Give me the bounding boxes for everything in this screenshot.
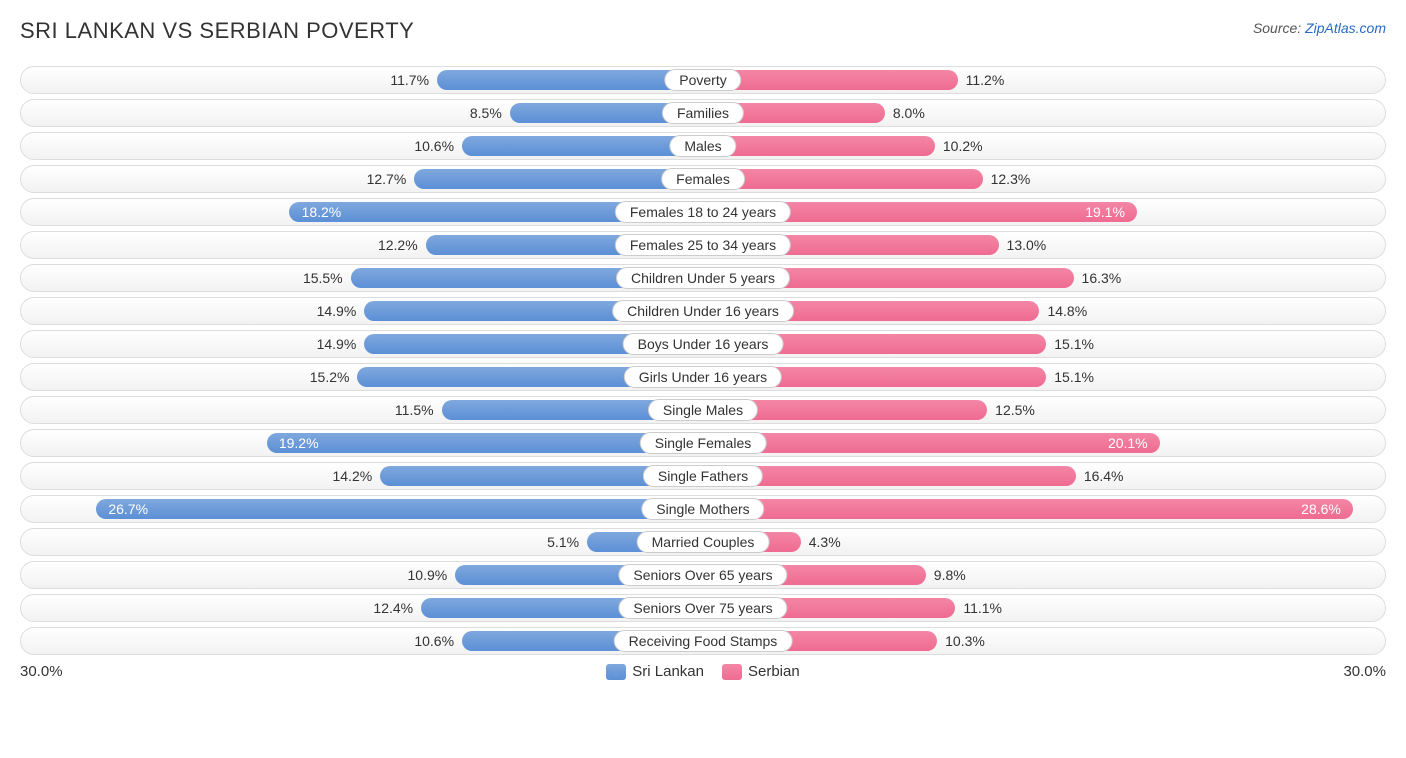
bar-left [267, 433, 703, 453]
chart-row: 10.6% 10.3% Receiving Food Stamps [20, 627, 1386, 655]
value-right: 13.0% [1007, 237, 1047, 253]
chart-footer: 30.0% Sri Lankan Serbian 30.0% [20, 663, 1386, 680]
chart-row: 15.2% 15.1% Girls Under 16 years [20, 363, 1386, 391]
value-left: 14.9% [317, 303, 357, 319]
chart-row: 12.7% 12.3% Females [20, 165, 1386, 193]
bar-left [462, 136, 703, 156]
category-label: Families [662, 102, 744, 124]
value-left: 10.6% [414, 633, 454, 649]
category-label: Females [661, 168, 745, 190]
value-left: 14.9% [317, 336, 357, 352]
value-right: 16.4% [1084, 468, 1124, 484]
legend-label-right: Serbian [748, 663, 800, 680]
category-label: Boys Under 16 years [623, 333, 784, 355]
value-left: 11.5% [395, 402, 434, 418]
axis-left-max: 30.0% [20, 663, 63, 680]
bar-right [703, 136, 935, 156]
value-right: 15.1% [1054, 336, 1094, 352]
value-left: 12.4% [373, 600, 413, 616]
value-right: 11.1% [963, 600, 1002, 616]
value-left: 12.7% [367, 171, 407, 187]
category-label: Poverty [664, 69, 741, 91]
value-left: 11.7% [390, 72, 429, 88]
chart-header: SRI LANKAN VS SERBIAN POVERTY Source: Zi… [20, 18, 1386, 44]
category-label: Females 25 to 34 years [615, 234, 791, 256]
value-right: 9.8% [934, 567, 966, 583]
diverging-bar-chart: 11.7%11.2%Poverty8.5%8.0%Families10.6%10… [20, 66, 1386, 655]
chart-row: 14.9% 15.1% Boys Under 16 years [20, 330, 1386, 358]
chart-row: 10.6% 10.2% Males [20, 132, 1386, 160]
chart-row: 10.9% 9.8% Seniors Over 65 years [20, 561, 1386, 589]
legend-swatch-right [722, 664, 742, 680]
value-left: 10.9% [408, 567, 448, 583]
value-right: 28.6% [1301, 501, 1341, 517]
value-right: 4.3% [809, 534, 841, 550]
chart-row: 11.7% 11.2% Poverty [20, 66, 1386, 94]
value-left: 19.2% [279, 435, 319, 451]
legend-item-left: Sri Lankan [606, 663, 704, 680]
category-label: Single Fathers [643, 465, 763, 487]
chart-legend: Sri Lankan Serbian [606, 663, 799, 680]
value-left: 5.1% [547, 534, 579, 550]
legend-swatch-left [606, 664, 626, 680]
value-right: 20.1% [1108, 435, 1148, 451]
category-label: Receiving Food Stamps [614, 630, 793, 652]
category-label: Single Females [640, 432, 767, 454]
value-left: 15.5% [303, 270, 343, 286]
value-left: 18.2% [302, 204, 342, 220]
source-prefix: Source: [1253, 20, 1305, 36]
value-right: 12.3% [991, 171, 1031, 187]
category-label: Children Under 16 years [612, 300, 794, 322]
category-label: Single Males [648, 399, 758, 421]
chart-row: 26.7% 28.6% Single Mothers [20, 495, 1386, 523]
value-left: 10.6% [414, 138, 454, 154]
chart-row: 12.4% 11.1% Seniors Over 75 years [20, 594, 1386, 622]
value-right: 16.3% [1082, 270, 1122, 286]
category-label: Children Under 5 years [616, 267, 790, 289]
chart-source: Source: ZipAtlas.com [1253, 18, 1386, 36]
value-left: 14.2% [332, 468, 372, 484]
legend-item-right: Serbian [722, 663, 800, 680]
value-right: 10.3% [945, 633, 985, 649]
chart-row: 14.2% 16.4% Single Fathers [20, 462, 1386, 490]
chart-row: 11.5% 12.5% Single Males [20, 396, 1386, 424]
value-right: 12.5% [995, 402, 1035, 418]
legend-label-left: Sri Lankan [632, 663, 704, 680]
value-left: 12.2% [378, 237, 418, 253]
value-right: 15.1% [1054, 369, 1094, 385]
chart-title: SRI LANKAN VS SERBIAN POVERTY [20, 18, 414, 44]
value-right: 19.1% [1085, 204, 1125, 220]
source-link[interactable]: ZipAtlas.com [1305, 20, 1386, 36]
value-right: 10.2% [943, 138, 983, 154]
value-left: 26.7% [108, 501, 148, 517]
chart-row: 19.2% 20.1% Single Females [20, 429, 1386, 457]
category-label: Single Mothers [641, 498, 764, 520]
bar-right [703, 433, 1160, 453]
category-label: Females 18 to 24 years [615, 201, 791, 223]
chart-row: 14.9% 14.8% Children Under 16 years [20, 297, 1386, 325]
value-left: 8.5% [470, 105, 502, 121]
axis-right-max: 30.0% [1343, 663, 1386, 680]
value-right: 11.2% [966, 72, 1005, 88]
category-label: Married Couples [637, 531, 770, 553]
chart-row: 12.2% 13.0% Females 25 to 34 years [20, 231, 1386, 259]
bar-right [703, 499, 1353, 519]
bar-left [96, 499, 703, 519]
category-label: Males [669, 135, 736, 157]
chart-row: 5.1% 4.3% Married Couples [20, 528, 1386, 556]
chart-row: 15.5% 16.3% Children Under 5 years [20, 264, 1386, 292]
chart-row: 8.5% 8.0% Families [20, 99, 1386, 127]
bar-left [437, 70, 703, 90]
value-right: 14.8% [1047, 303, 1087, 319]
value-left: 15.2% [310, 369, 350, 385]
bar-right [703, 169, 983, 189]
category-label: Seniors Over 65 years [618, 564, 787, 586]
category-label: Girls Under 16 years [624, 366, 782, 388]
value-right: 8.0% [893, 105, 925, 121]
bar-left [414, 169, 703, 189]
chart-row: 18.2% 19.1% Females 18 to 24 years [20, 198, 1386, 226]
category-label: Seniors Over 75 years [618, 597, 787, 619]
